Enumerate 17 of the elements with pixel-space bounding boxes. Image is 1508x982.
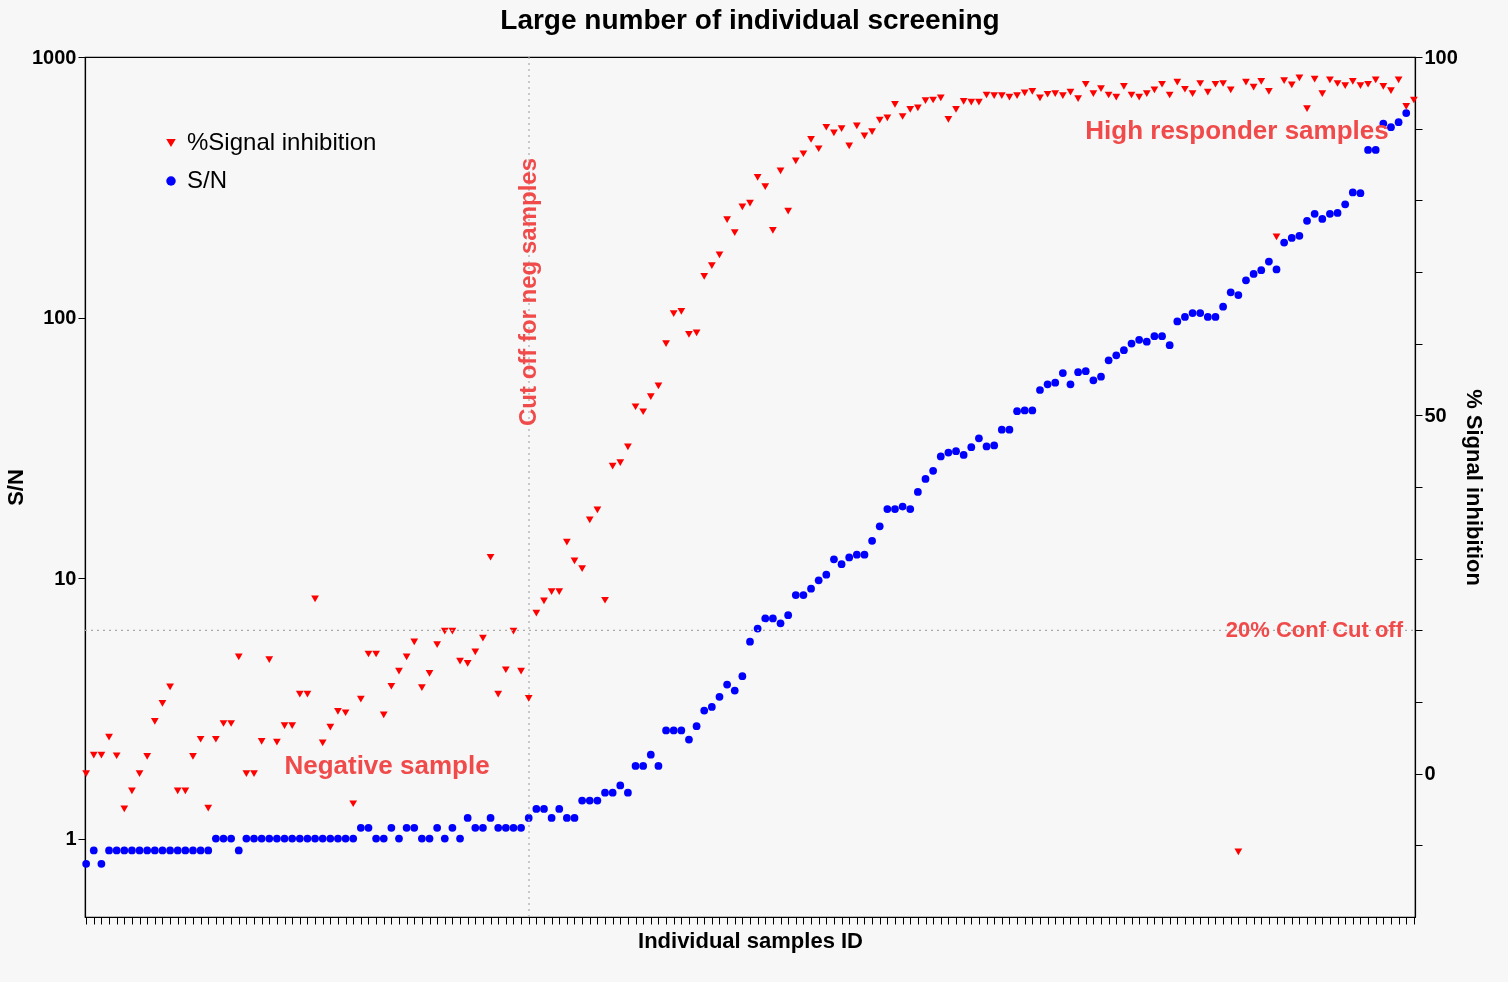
annotation: Cut off for neg samples [514, 157, 541, 427]
y-axis-title: S/N [3, 469, 29, 506]
ref-line-label: 20% Conf Cut off [1225, 617, 1404, 643]
chart-title: Large number of individual screening [500, 4, 1000, 35]
annotation: Negative sample [284, 750, 490, 780]
y2-tick-label: 100 [1424, 45, 1458, 68]
y-tick-label: 1 [65, 827, 77, 850]
y2-tick-label: 50 [1424, 403, 1447, 426]
legend-label: S/N [187, 166, 228, 193]
x-axis-title: Individual samples ID [638, 927, 863, 953]
annotation: High responder samples [1085, 115, 1389, 145]
y-tick-label: 10 [54, 566, 77, 589]
y-tick-label: 1000 [32, 45, 77, 68]
legend-label: %Signal inhibition [187, 128, 377, 155]
y-tick-label: 100 [43, 306, 77, 329]
y2-axis-title: % Signal inhibition [1461, 389, 1487, 586]
y2-tick-label: 0 [1424, 762, 1436, 785]
